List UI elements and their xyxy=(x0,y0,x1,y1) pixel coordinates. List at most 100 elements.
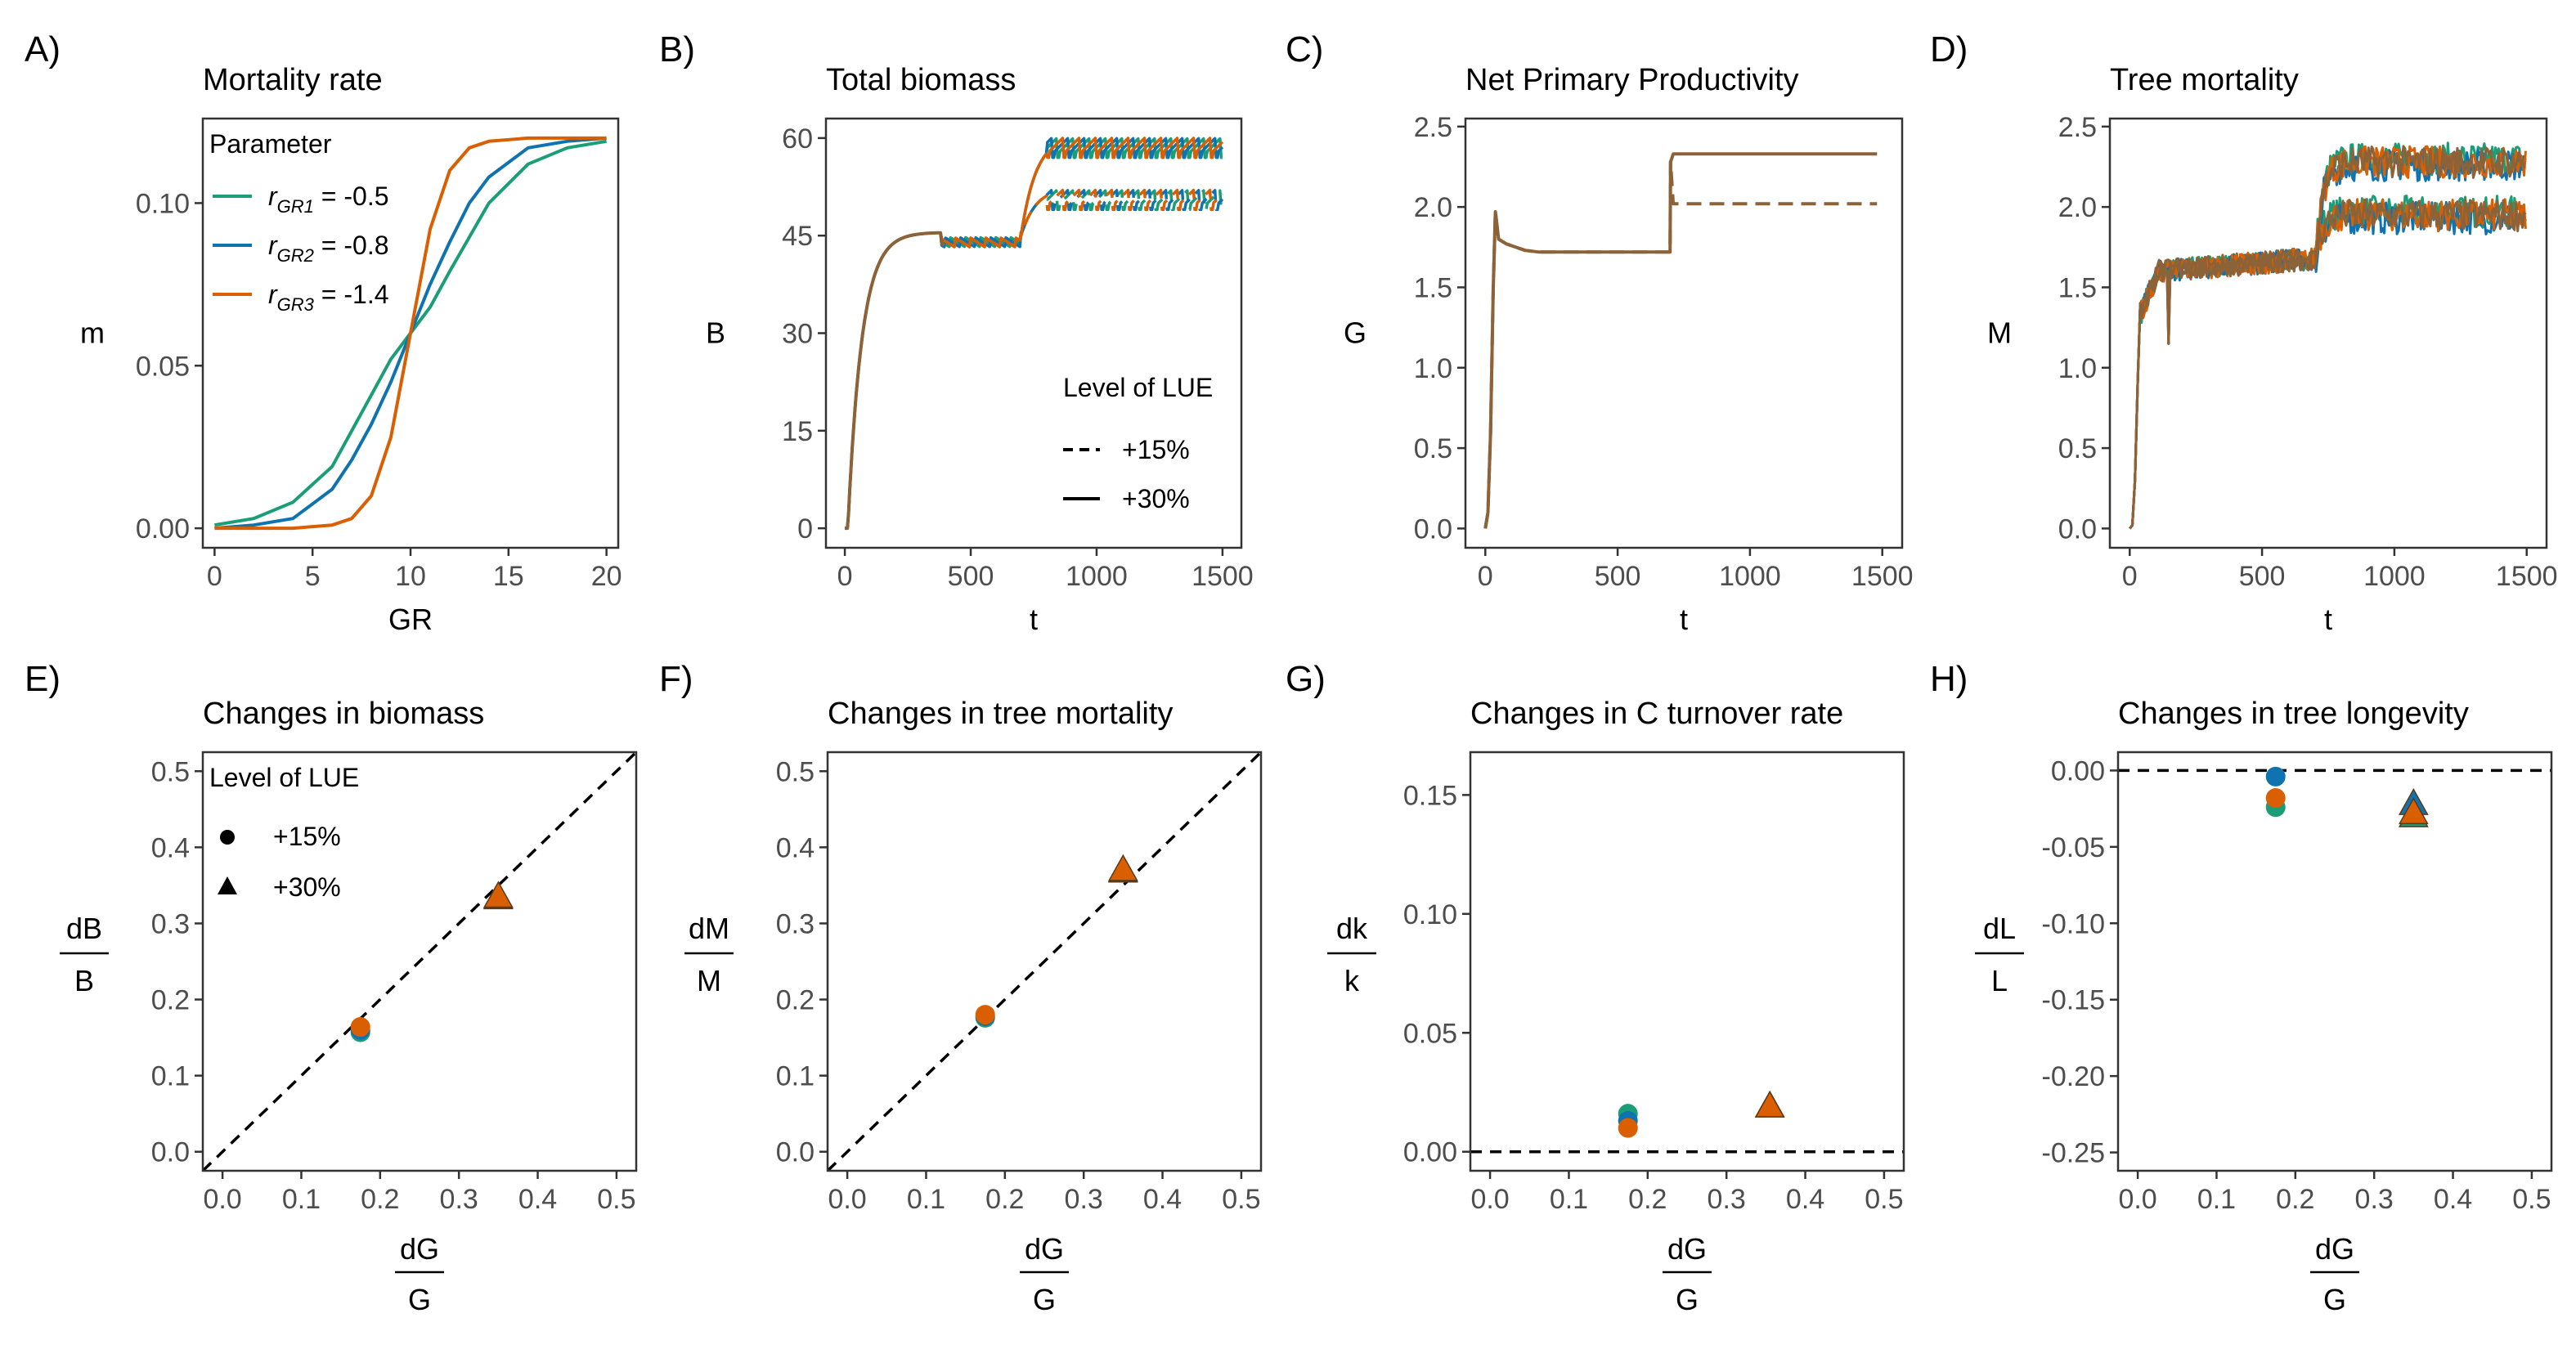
panel-D: 0 500 1000 1500 0.0 0.5 1.0 1.5 2.0 2.5 D) Tree mor… xyxy=(1930,29,2558,636)
panel-tag: G) xyxy=(1286,659,1326,699)
y-tick-label: 0.0 xyxy=(2058,513,2097,545)
y-tick-label: 2.5 xyxy=(2058,112,2097,143)
legend-label: rGR3 = -1.4 xyxy=(268,280,389,315)
reference-line-1-to-1 xyxy=(828,752,1261,1171)
y-axis-label: B xyxy=(706,316,725,350)
panel-G: 0.0 0.1 0.2 0.3 0.4 0.5 0.00 0.05 0.10 0.15 G) Chan… xyxy=(1286,659,1905,1316)
x-tick-label: 1000 xyxy=(1719,561,1781,592)
data-layer xyxy=(1483,152,1878,529)
data-layer xyxy=(828,752,1261,1171)
panel-title: Changes in biomass xyxy=(203,697,484,731)
y-tick-label: -0.20 xyxy=(2042,1061,2106,1092)
x-axis-label-numerator: dG xyxy=(1667,1232,1707,1266)
x-tick-label: 0 xyxy=(1478,561,1493,592)
panel-tag: D) xyxy=(1930,29,1968,69)
x-axis-label-numerator: dG xyxy=(400,1232,439,1266)
x-tick-label: 1500 xyxy=(1192,561,1254,592)
legend-swatch-triangle xyxy=(218,876,237,894)
x-axis-label-denominator: G xyxy=(1033,1283,1056,1316)
data-point-circle xyxy=(975,1005,995,1025)
x-tick-label: 0.2 xyxy=(985,1184,1024,1215)
y-tick-label: 0.15 xyxy=(1403,780,1457,811)
x-tick-label: 0.4 xyxy=(518,1184,557,1215)
npp-line-30pct xyxy=(1483,152,1878,529)
legend-swatch-circle xyxy=(220,830,235,845)
y-axis-label: G xyxy=(1344,316,1367,350)
y-tick-label: 0.5 xyxy=(2058,433,2097,464)
data-layer xyxy=(214,136,607,531)
x-tick-label: 0.5 xyxy=(1222,1184,1260,1215)
x-tick-label: 0.5 xyxy=(2512,1184,2551,1215)
x-tick-label: 0.3 xyxy=(2355,1184,2394,1215)
y-tick-label: 2.5 xyxy=(1414,112,1452,143)
panel-F: 0.0 0.1 0.2 0.3 0.4 0.5 0.0 0.1 0.2 0.3 0.4 0.5 F) Ch… xyxy=(659,659,1263,1316)
y-tick-label: 0.3 xyxy=(776,908,815,939)
series-line-3 xyxy=(214,136,607,531)
y-tick-label: 0.4 xyxy=(151,832,190,863)
mortality-line-30pct-4 xyxy=(2129,145,2526,530)
y-axis-label-denominator: L xyxy=(1991,964,2008,997)
legend-title: Parameter xyxy=(209,129,332,159)
panel-title: Tree mortality xyxy=(2110,63,2299,97)
legend-label: +30% xyxy=(273,872,341,902)
y-tick-label: 0.0 xyxy=(1414,513,1452,545)
legend-label: +15% xyxy=(273,822,341,851)
x-axis-label-numerator: dG xyxy=(1025,1232,1064,1266)
x-tick-label: 0.1 xyxy=(282,1184,321,1215)
y-tick-label: 0.10 xyxy=(1403,899,1457,930)
panel-A: 0 5 10 15 20 0.00 0.05 0.10 A) Mortality rate GR m P… xyxy=(25,29,622,636)
data-point-circle xyxy=(1618,1118,1638,1138)
x-tick-label: 1000 xyxy=(1066,561,1128,592)
legend-label: +30% xyxy=(1122,484,1190,513)
y-tick-label: 45 xyxy=(782,221,813,252)
y-tick-label: 1.0 xyxy=(1414,353,1452,384)
x-tick-label: 0.3 xyxy=(1065,1184,1103,1215)
mortality-line-15pct-3 xyxy=(2129,198,2527,530)
data-layer xyxy=(2118,766,2551,827)
y-tick-label: 0.00 xyxy=(1403,1137,1457,1168)
y-tick-label: -0.05 xyxy=(2042,832,2106,863)
data-layer xyxy=(844,137,1224,531)
panel-title: Changes in C turnover rate xyxy=(1470,697,1843,731)
y-tick-label: 0.1 xyxy=(776,1061,815,1092)
y-axis-label-denominator: M xyxy=(697,964,721,997)
x-tick-label: 0.1 xyxy=(2197,1184,2236,1215)
npp-line-15pct xyxy=(1483,160,1878,529)
y-tick-label: -0.15 xyxy=(2042,985,2106,1016)
y-axis-label: m xyxy=(80,316,105,350)
x-tick-label: 0.2 xyxy=(2276,1184,2314,1215)
reference-line-1-to-1 xyxy=(203,752,636,1171)
y-tick-label: 0.2 xyxy=(776,985,815,1016)
panel-title: Mortality rate xyxy=(203,63,383,97)
x-tick-label: 0.0 xyxy=(1470,1184,1509,1215)
panel-C: 0 500 1000 1500 0.0 0.5 1.0 1.5 2.0 2.5 C) Net Prim… xyxy=(1286,29,1914,636)
biomass-line-15pct-1 xyxy=(844,189,1223,530)
y-axis-label-denominator: k xyxy=(1344,964,1360,997)
legend-title: Level of LUE xyxy=(1063,373,1213,402)
plot-frame xyxy=(1469,751,1905,1172)
data-layer xyxy=(1470,1090,1904,1154)
panel-H: 0.0 0.1 0.2 0.3 0.4 0.5 0.00 -0.05 -0.10 -0.15 -0.… xyxy=(1930,659,2553,1316)
data-point-triangle xyxy=(2398,797,2429,825)
mortality-line-15pct-1 xyxy=(2129,195,2527,530)
x-tick-label: 20 xyxy=(591,561,622,592)
data-point-circle xyxy=(2265,766,2286,787)
x-tick-label: 1000 xyxy=(2363,561,2426,592)
legend-label: +15% xyxy=(1122,435,1190,464)
x-tick-label: 0.1 xyxy=(1550,1184,1588,1215)
y-tick-label: 15 xyxy=(782,416,813,447)
x-axis-label-denominator: G xyxy=(2323,1283,2346,1316)
y-axis-label-numerator: dM xyxy=(689,912,729,945)
x-tick-label: 0.0 xyxy=(203,1184,241,1215)
y-tick-label: 0.3 xyxy=(151,908,190,939)
panel-tag: A) xyxy=(25,29,61,69)
data-layer xyxy=(203,752,636,1171)
x-axis-label-denominator: G xyxy=(408,1283,431,1316)
y-axis-label: M xyxy=(1987,316,2012,350)
y-tick-label: 0.0 xyxy=(151,1137,190,1168)
plot-frame xyxy=(826,751,1263,1172)
y-axis-label-numerator: dL xyxy=(1983,912,2016,945)
panel-tag: C) xyxy=(1286,29,1323,69)
data-point-triangle xyxy=(482,881,514,908)
y-tick-label: 2.0 xyxy=(1414,192,1452,223)
